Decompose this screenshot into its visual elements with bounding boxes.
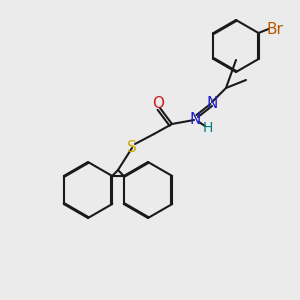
Text: O: O <box>152 97 164 112</box>
Text: N: N <box>206 97 218 112</box>
Text: N: N <box>189 112 201 128</box>
Text: S: S <box>127 140 137 155</box>
Text: Br: Br <box>266 22 283 37</box>
Text: H: H <box>203 121 213 135</box>
